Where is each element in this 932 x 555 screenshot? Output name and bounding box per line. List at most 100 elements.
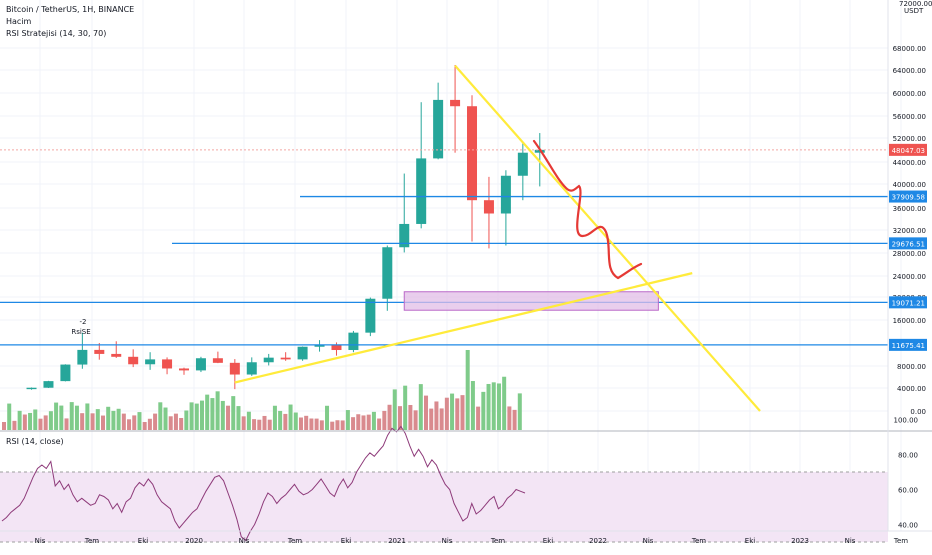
candle-body[interactable] xyxy=(365,298,376,333)
volume-bar xyxy=(241,416,246,430)
candle-body[interactable] xyxy=(246,362,257,375)
candle-body[interactable] xyxy=(212,358,223,363)
volume-bar xyxy=(12,420,17,430)
volume-bar xyxy=(64,418,69,430)
rsi-polyline xyxy=(1,425,526,542)
candle-body[interactable] xyxy=(263,357,274,363)
volume-legend[interactable]: Hacim xyxy=(6,17,32,26)
time-tick-label: Nis xyxy=(239,537,250,545)
current-price-tag: 48047.03 xyxy=(892,147,925,155)
candle-body[interactable] xyxy=(450,99,461,107)
level-price-tag-bg xyxy=(889,190,927,203)
time-tick-label: 2020 xyxy=(185,537,203,545)
volume-bar xyxy=(309,418,314,430)
volume-bar xyxy=(496,383,501,430)
rsi-legend[interactable]: RSI (14, close) xyxy=(6,437,64,446)
volume-bar xyxy=(189,402,194,430)
volume-bar xyxy=(184,410,189,430)
candle-body[interactable] xyxy=(43,381,54,388)
candle-body[interactable] xyxy=(60,364,71,382)
strategy-legend[interactable]: RSI Stratejisi (14, 30, 70) xyxy=(6,29,106,38)
time-scale[interactable]: Nis Tem Eki 2020 Nis Tem Eki 2021 Nis Tem Eki 2022 N… xyxy=(35,537,909,545)
level-price-tag: 19071.21 xyxy=(892,299,925,307)
price-tick-label: 60000.00 xyxy=(893,90,926,98)
volume-bar xyxy=(69,402,74,430)
candle-body[interactable] xyxy=(229,362,240,375)
volume-bar xyxy=(304,415,309,430)
price-tick-label: 16000.00 xyxy=(893,317,926,325)
volume-bar xyxy=(194,403,199,430)
candle-body[interactable] xyxy=(145,359,156,365)
volume-bar xyxy=(439,408,444,430)
rsi-scale[interactable]: 100.00 80.00 60.00 40.00 xyxy=(894,417,919,530)
top-price-tick: 72000.00 xyxy=(899,0,932,8)
candle-body[interactable] xyxy=(297,346,308,360)
volume-bar xyxy=(356,414,361,430)
candle-body[interactable] xyxy=(500,175,511,214)
time-tick-label: Tem xyxy=(691,537,706,545)
candle-body[interactable] xyxy=(483,200,494,214)
price-scale[interactable]: 68000.00 64000.00 60000.00 56000.00 52000.00… xyxy=(893,45,926,416)
price-tags: 48047.03 37909.58 29676.51 19071.21 11675.41 xyxy=(889,143,927,351)
volume-bar xyxy=(106,406,111,430)
trendline[interactable] xyxy=(234,272,693,384)
candle-body[interactable] xyxy=(195,358,206,371)
time-tick-label: Eki xyxy=(341,537,351,545)
volume-bar xyxy=(491,382,496,430)
volume-bars xyxy=(2,350,522,430)
price-tick-label: 64000.00 xyxy=(893,67,926,75)
candle-body[interactable] xyxy=(467,106,478,201)
candle-body[interactable] xyxy=(280,357,291,360)
projected-path-drawing[interactable] xyxy=(532,139,643,280)
volume-bar xyxy=(408,405,413,430)
volume-bar xyxy=(147,418,152,430)
volume-bar xyxy=(210,398,215,430)
volume-bar xyxy=(59,405,64,430)
candle-body[interactable] xyxy=(517,152,528,176)
volume-bar xyxy=(455,398,460,430)
volume-bar xyxy=(257,419,262,430)
demand-zone[interactable] xyxy=(403,291,659,311)
candle-body[interactable] xyxy=(433,99,444,159)
candle-body[interactable] xyxy=(94,349,105,354)
volume-bar xyxy=(319,420,324,430)
volume-bar xyxy=(377,418,382,430)
candle-body[interactable] xyxy=(179,368,190,371)
rsi-tick-label: 100.00 xyxy=(894,417,919,425)
candle-body[interactable] xyxy=(416,158,427,224)
candle-body[interactable] xyxy=(382,247,393,299)
volume-bar xyxy=(132,415,137,430)
volume-bar xyxy=(7,403,12,430)
candle-body[interactable] xyxy=(331,345,342,351)
raise-count: -2 xyxy=(80,318,87,326)
volume-bar xyxy=(158,402,163,430)
volume-bar xyxy=(215,391,220,430)
annotations[interactable] xyxy=(234,64,761,412)
volume-bar xyxy=(74,405,79,430)
volume-bar xyxy=(293,412,298,430)
volume-bar xyxy=(111,410,116,430)
candle-body[interactable] xyxy=(162,359,173,369)
candle-body[interactable] xyxy=(314,345,325,347)
price-tick-label: 24000.00 xyxy=(893,273,926,281)
horizontal-levels[interactable] xyxy=(0,149,888,346)
level-price-tag-bg xyxy=(889,237,927,250)
candle-body[interactable] xyxy=(26,387,37,390)
candles[interactable] xyxy=(26,65,545,390)
candle-body[interactable] xyxy=(399,223,410,248)
symbol-title[interactable]: Bitcoin / TetherUS, 1H, BINANCE xyxy=(6,5,134,14)
candle-body[interactable] xyxy=(111,353,122,357)
time-tick-label: Nis xyxy=(35,537,46,545)
volume-bar xyxy=(252,419,257,430)
volume-bar xyxy=(298,417,303,430)
candle-body[interactable] xyxy=(77,349,88,365)
volume-bar xyxy=(382,410,387,430)
volume-bar xyxy=(340,420,345,430)
rsi-tick-label: 40.00 xyxy=(898,522,918,530)
volume-bar xyxy=(127,419,132,430)
volume-bar xyxy=(231,396,236,430)
candle-body[interactable] xyxy=(128,356,139,365)
candle-body[interactable] xyxy=(348,332,359,351)
